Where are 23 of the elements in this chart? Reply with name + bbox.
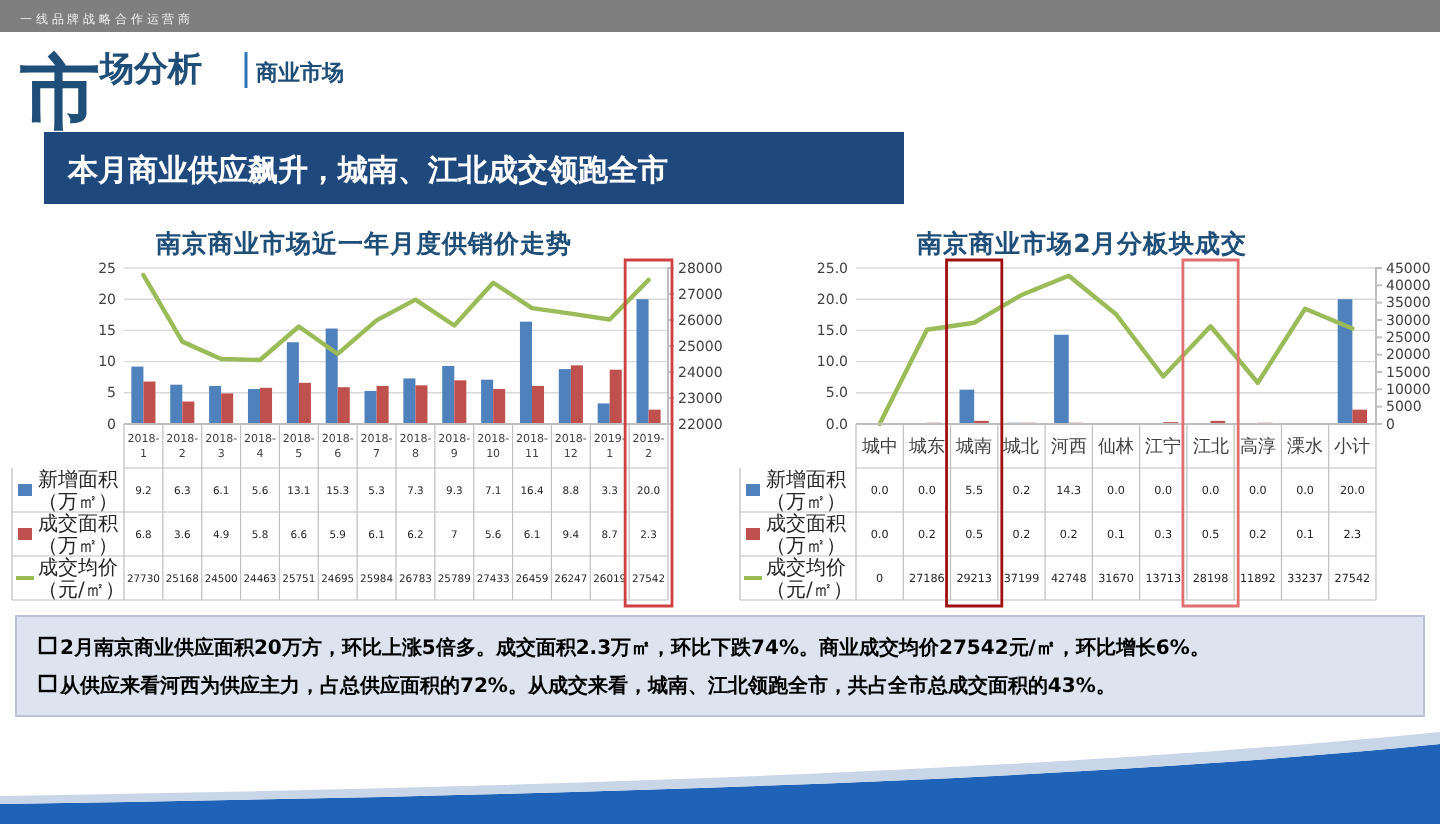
x-tick-label: 城东: [906, 436, 945, 459]
x-tick-label: 小计: [1334, 436, 1371, 459]
text: 本月商业供应飙升，城南、江北成交领跑全市: [66, 152, 668, 188]
chart-title: 南京商业市场近一年月度供销价走势: [154, 228, 572, 258]
legend-label: 成交面积（万㎡）: [766, 512, 846, 558]
legend-label: 成交均价（元/㎡）: [766, 556, 853, 602]
x-tick-label: 江北: [1192, 436, 1229, 459]
legend-label: 成交均价（元/㎡）: [38, 556, 125, 602]
x-tick-label: 城北: [1001, 436, 1040, 459]
text: 从供应来看河西为供应主力，占总供应面积的72%。从成交来看，城南、江北领跑全市，共占全市总成交面积的43%。: [58, 674, 1116, 698]
legend-label: 成交面积（万㎡）: [38, 512, 118, 558]
legend-label: 新增面积（万㎡）: [38, 468, 118, 514]
x-tick-label: 河西: [1050, 436, 1087, 459]
x-tick-label: 城中: [859, 436, 898, 459]
x-tick-label: 江宁: [1145, 436, 1182, 459]
text: 2月南京商业供应面积20万方，环比上涨5倍多。成交面积2.3万㎡，环比下跌74%。商业成交均价27542元/㎡，环比增长6%。: [60, 636, 1210, 660]
x-tick-label: 溧水: [1287, 436, 1324, 459]
legend-label: 新增面积（万㎡）: [766, 468, 846, 514]
x-tick-label: 仙林: [1098, 436, 1134, 459]
x-tick-label: 城南: [954, 436, 993, 459]
text: 商业市场: [254, 60, 344, 86]
chart-title: 南京商业市场2月分板块成交: [915, 228, 1247, 258]
x-tick-label: 高淳: [1239, 436, 1276, 459]
